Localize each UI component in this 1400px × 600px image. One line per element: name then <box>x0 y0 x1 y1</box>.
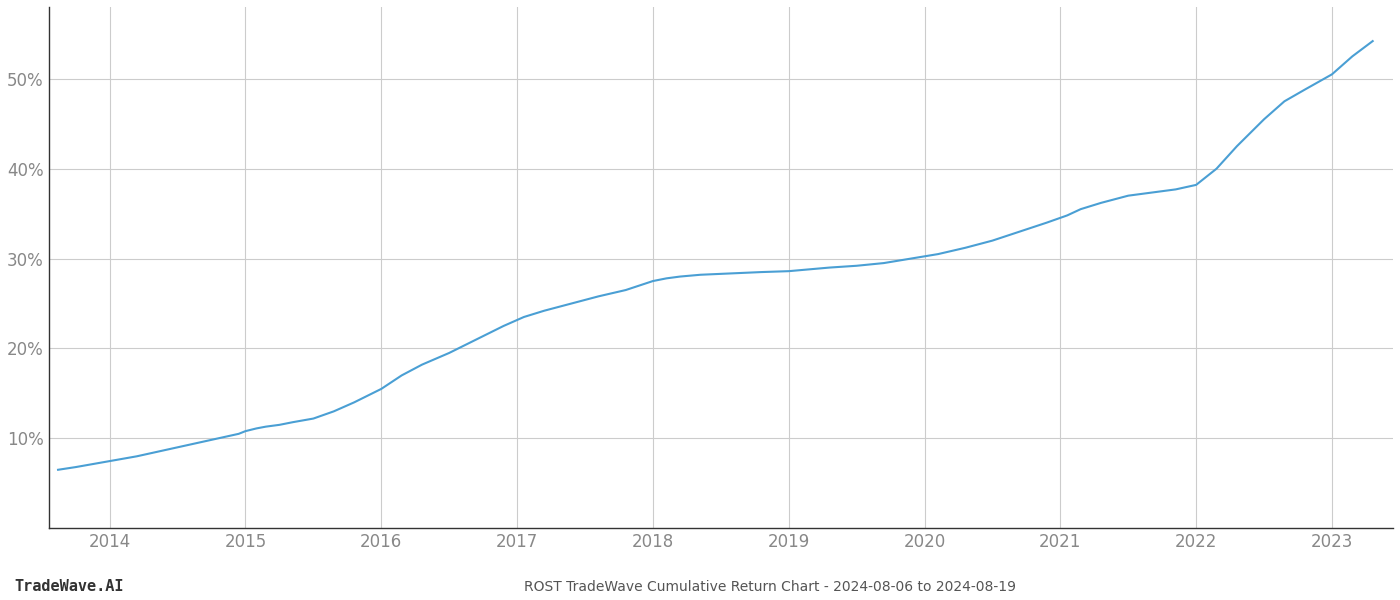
Text: ROST TradeWave Cumulative Return Chart - 2024-08-06 to 2024-08-19: ROST TradeWave Cumulative Return Chart -… <box>524 580 1016 594</box>
Text: TradeWave.AI: TradeWave.AI <box>14 579 123 594</box>
